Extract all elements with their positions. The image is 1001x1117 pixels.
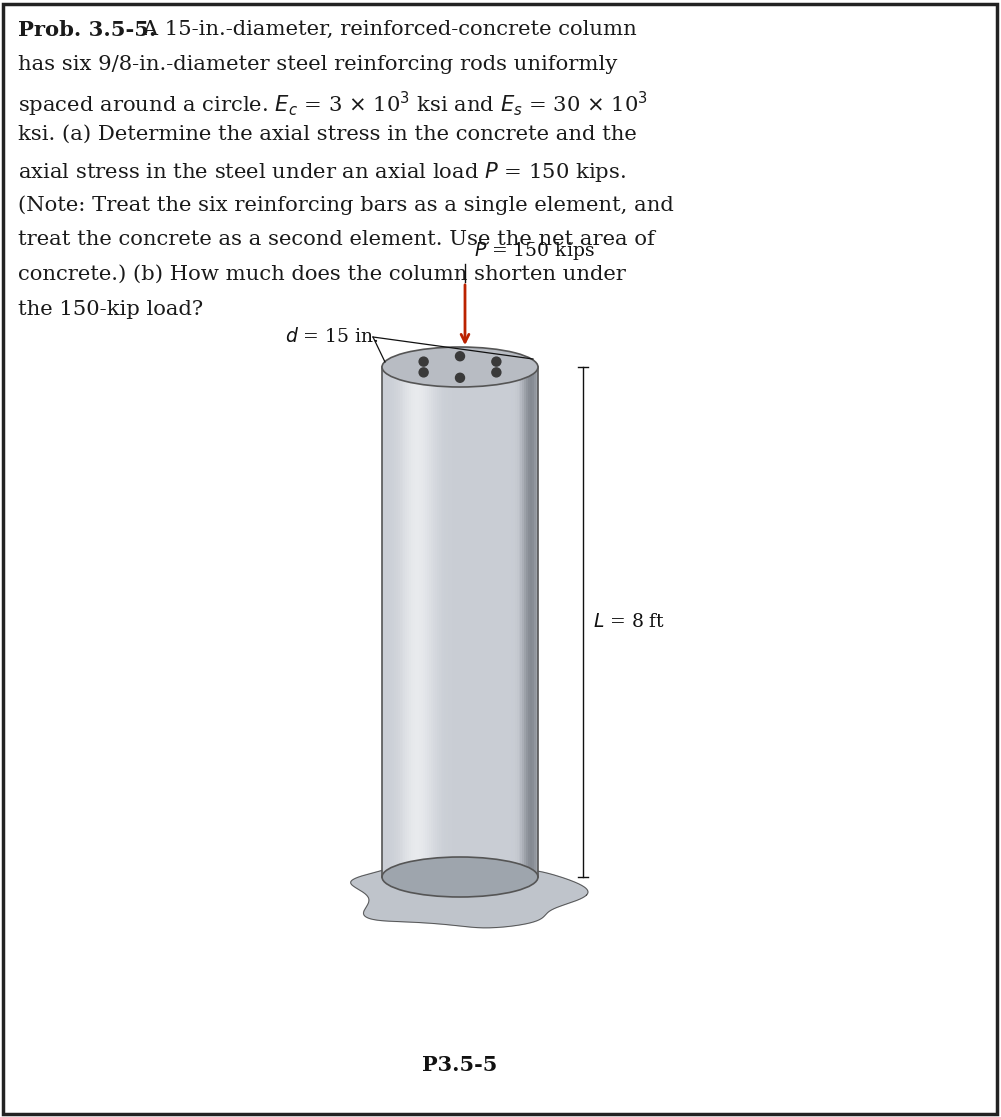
Text: Prob. 3.5-5.: Prob. 3.5-5. [18, 20, 156, 40]
Circle shape [455, 373, 464, 382]
Text: the 150-kip load?: the 150-kip load? [18, 300, 203, 319]
Ellipse shape [382, 857, 538, 897]
Text: $L$ = 8 ft: $L$ = 8 ft [593, 613, 666, 631]
Text: concrete.) (b) How much does the column shorten under: concrete.) (b) How much does the column … [18, 265, 626, 284]
Circle shape [419, 367, 428, 376]
Text: P3.5-5: P3.5-5 [422, 1054, 497, 1075]
Text: (Note: Treat the six reinforcing bars as a single element, and: (Note: Treat the six reinforcing bars as… [18, 195, 674, 214]
Circle shape [491, 367, 500, 376]
Text: spaced around a circle. $E_c$ = 3 $\times$ 10$^3$ ksi and $E_s$ = 30 $\times$ 10: spaced around a circle. $E_c$ = 3 $\time… [18, 90, 648, 120]
Circle shape [491, 357, 500, 366]
Text: $d$ = 15 in.: $d$ = 15 in. [285, 327, 378, 346]
Circle shape [455, 352, 464, 361]
Text: $P$ = 150 kips: $P$ = 150 kips [474, 240, 595, 262]
Text: axial stress in the steel under an axial load $P$ = 150 kips.: axial stress in the steel under an axial… [18, 160, 626, 184]
Ellipse shape [382, 347, 538, 386]
Text: treat the concrete as a second element. Use the net area of: treat the concrete as a second element. … [18, 230, 655, 249]
Text: A 15-in.-diameter, reinforced-concrete column: A 15-in.-diameter, reinforced-concrete c… [136, 20, 637, 39]
Text: has six 9/8-in.-diameter steel reinforcing rods uniformly: has six 9/8-in.-diameter steel reinforci… [18, 55, 618, 74]
Polygon shape [350, 862, 588, 928]
Text: ksi. (a) Determine the axial stress in the concrete and the: ksi. (a) Determine the axial stress in t… [18, 125, 637, 144]
Circle shape [419, 357, 428, 366]
